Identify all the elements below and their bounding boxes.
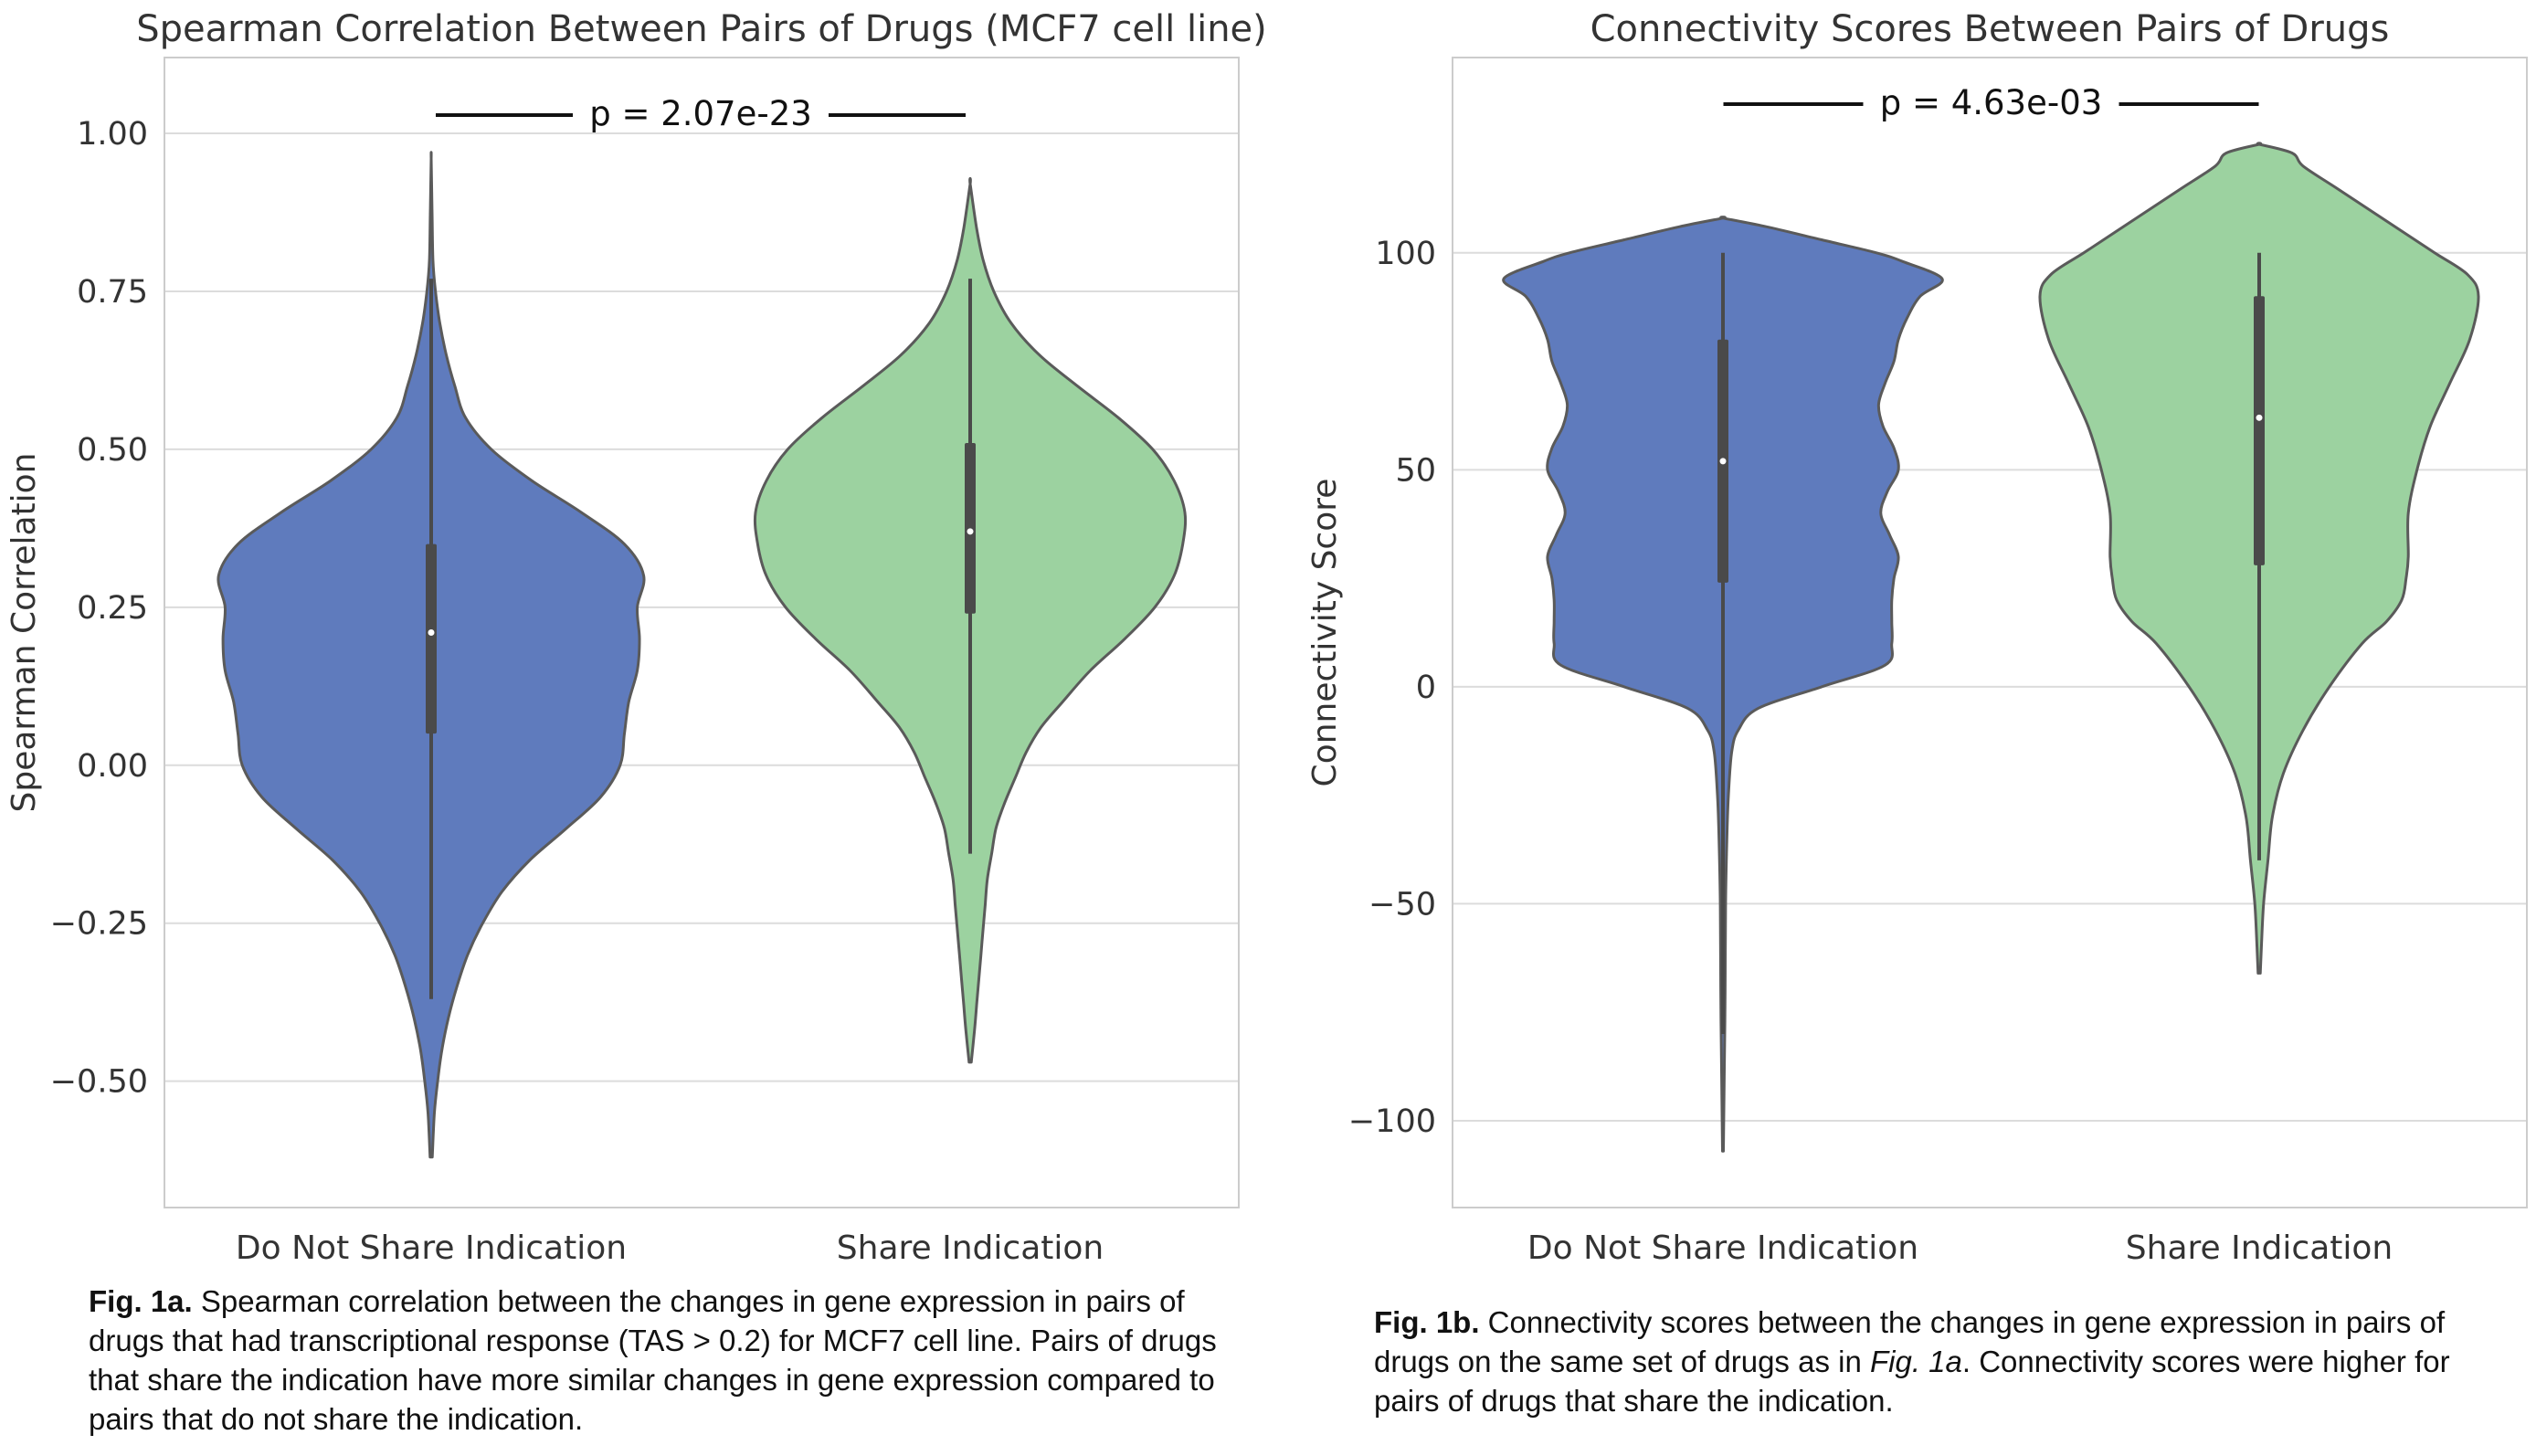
- y-axis-label: Spearman Correlation: [5, 453, 43, 813]
- y-tick-label: 100: [1375, 236, 1436, 272]
- y-tick-label: −100: [1348, 1103, 1436, 1140]
- y-tick-label: −0.25: [50, 906, 148, 943]
- chart-title: Connectivity Scores Between Pairs of Dru…: [1590, 8, 2390, 50]
- plot-frame: [164, 57, 1240, 1208]
- y-tick-label: 1.00: [77, 116, 148, 153]
- violin-median: [2256, 414, 2263, 421]
- caption-fig-1b-text-1: Connectivity scores between the changes …: [1374, 1305, 2446, 1378]
- caption-fig-1b-label: Fig. 1b.: [1374, 1305, 1480, 1339]
- x-tick-label: Share Indication: [2126, 1229, 2393, 1267]
- caption-fig-1b-text-2: . Connectivity scores were higher for pa…: [1374, 1345, 2450, 1418]
- x-tick-label: Do Not Share Indication: [1527, 1229, 1918, 1267]
- x-tick-label: Share Indication: [837, 1229, 1104, 1267]
- y-tick-label: −50: [1368, 886, 1436, 923]
- chart-1: −0.50 −0.25 0.00 0.25 0.50 0.75 1.00 Spearman C…: [5, 8, 1267, 1267]
- y-tick-label: 0.50: [77, 432, 148, 469]
- violin-median: [1719, 458, 1727, 465]
- y-tick-label: 0.25: [77, 590, 148, 627]
- caption-fig-1b-reference: Fig. 1a: [1869, 1345, 1962, 1378]
- x-tick-label: Do Not Share Indication: [236, 1229, 627, 1267]
- y-tick-label: −0.50: [50, 1064, 148, 1101]
- caption-fig-1a: Fig. 1a. Spearman correlation between th…: [89, 1282, 1221, 1439]
- significance-label: p = 2.07e-23: [589, 94, 812, 133]
- violin-iqr-box: [2254, 296, 2265, 565]
- violin-iqr-box: [426, 543, 437, 734]
- caption-fig-1a-text: Spearman correlation between the changes…: [89, 1284, 1217, 1436]
- significance-label: p = 4.63e-03: [1880, 83, 2103, 122]
- y-tick-label: 50: [1395, 452, 1436, 489]
- y-tick-label: 0.75: [77, 274, 148, 311]
- y-tick-label: 0: [1416, 670, 1436, 706]
- y-axis-label: Connectivity Score: [1306, 479, 1344, 787]
- plot-frame: [1452, 57, 2528, 1208]
- violin-median: [428, 629, 435, 636]
- caption-fig-1b: Fig. 1b. Connectivity scores between the…: [1374, 1303, 2516, 1420]
- caption-fig-1a-label: Fig. 1a.: [89, 1284, 193, 1318]
- y-tick-label: 0.00: [77, 748, 148, 785]
- chart-2: −100 −50 0 50 100 Connectivity Scores Between…: [1306, 8, 2528, 1267]
- violin-median: [967, 528, 974, 535]
- chart-title: Spearman Correlation Between Pairs of Dr…: [136, 8, 1267, 50]
